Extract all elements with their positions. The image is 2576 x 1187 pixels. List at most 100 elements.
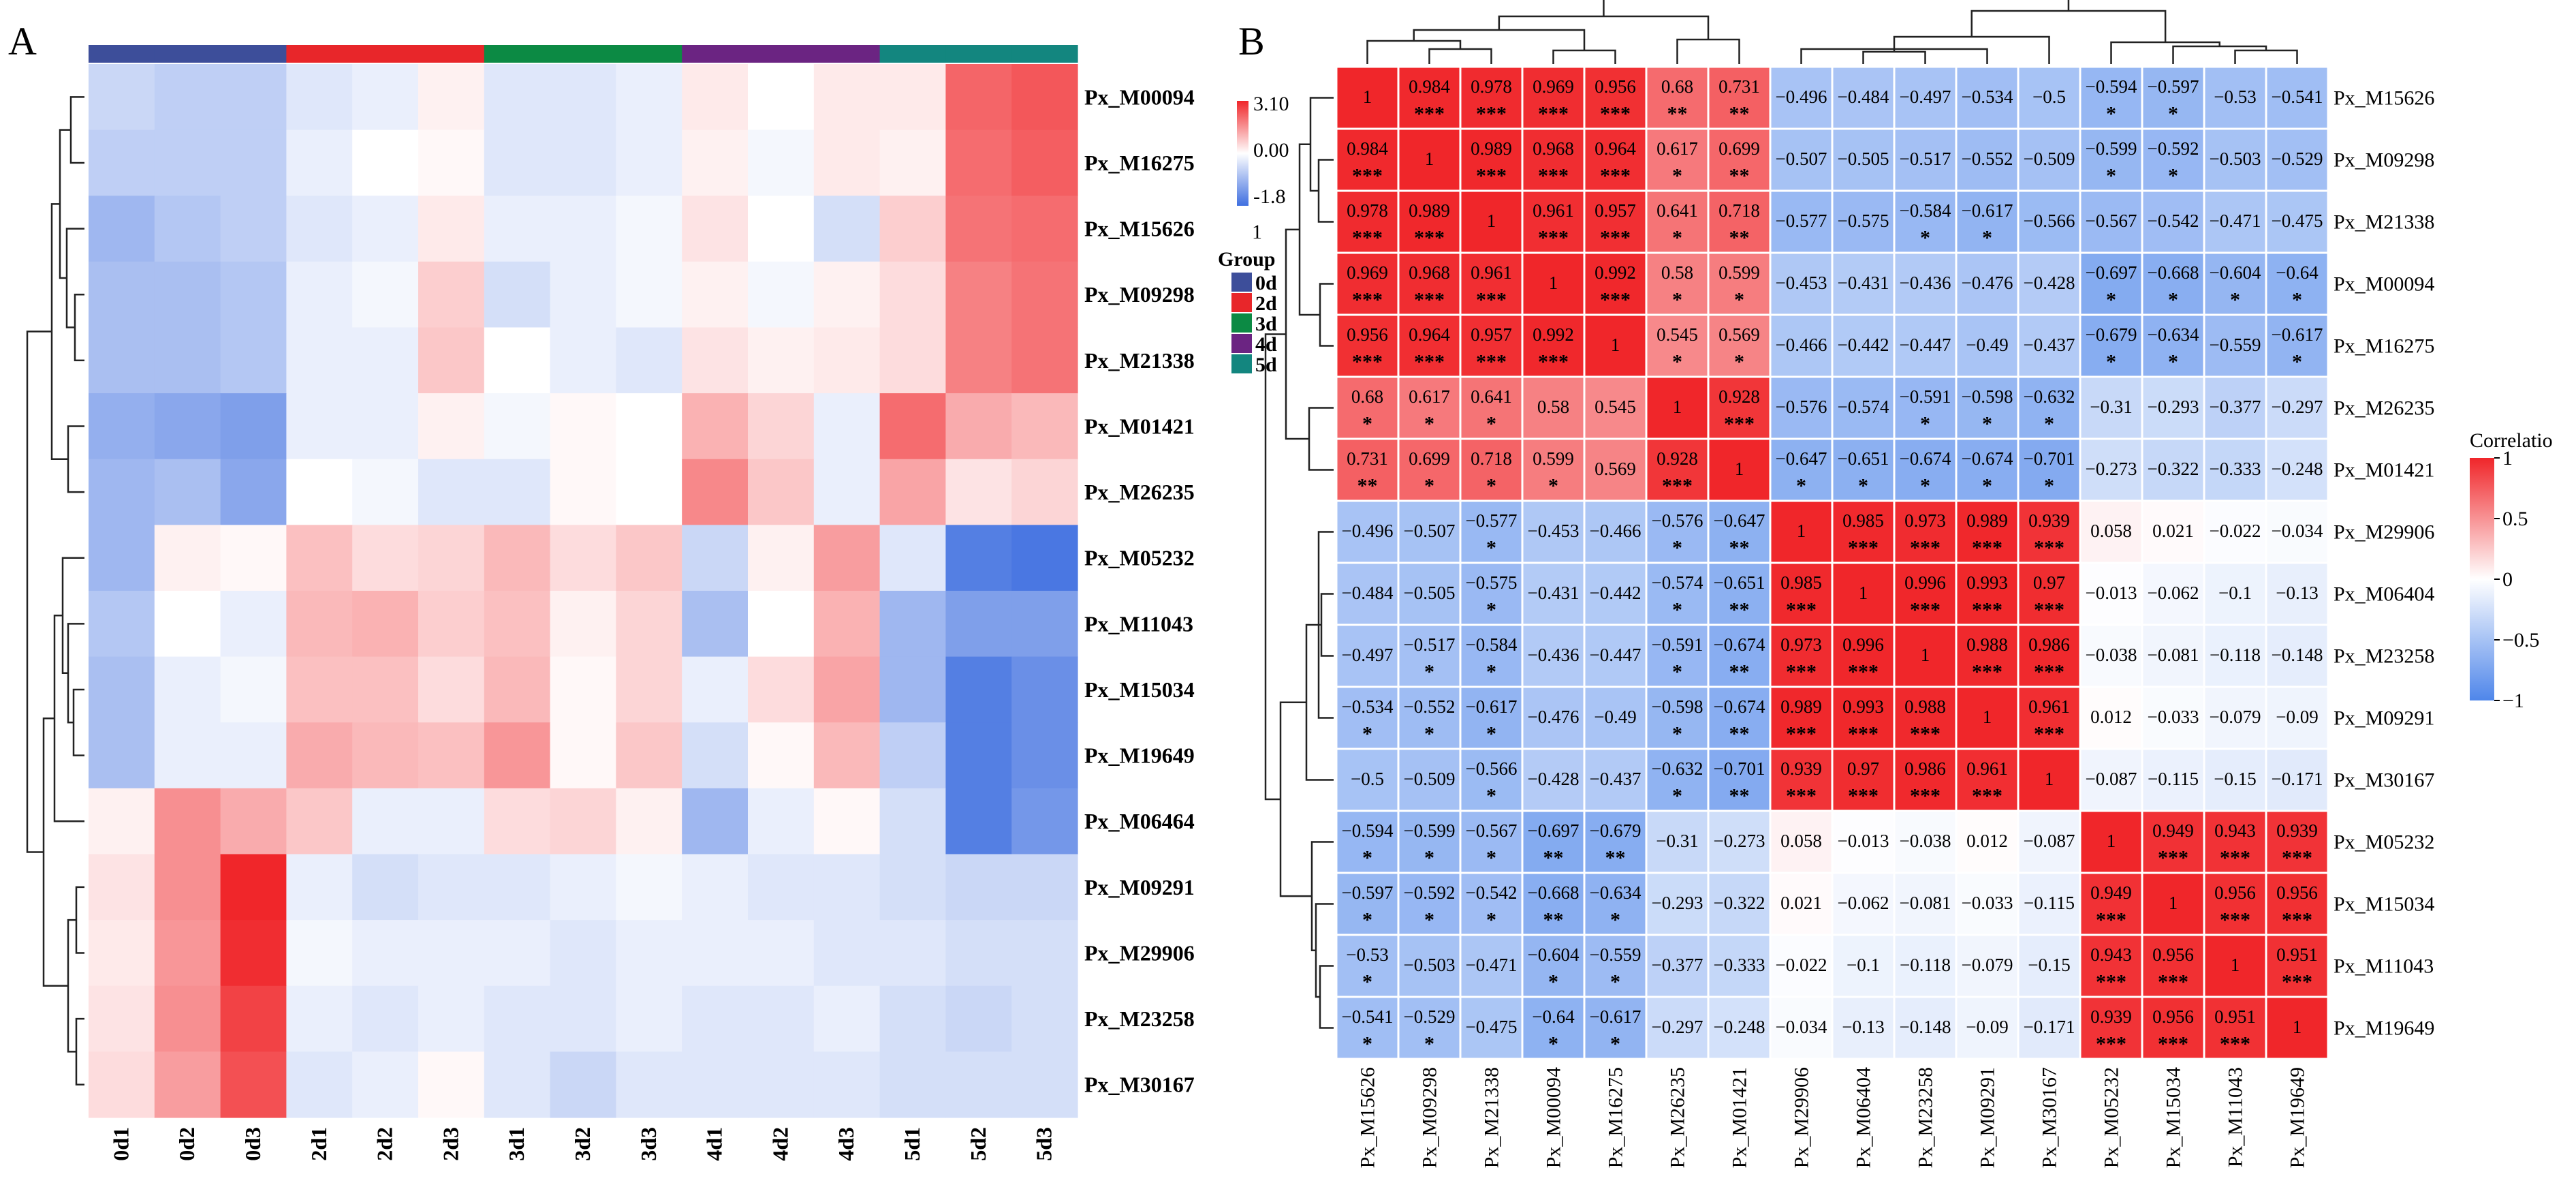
correlation-value: −0.567 (1466, 820, 1518, 841)
correlation-value: 0.569 (1718, 324, 1760, 345)
correlation-value: −0.575 (1466, 572, 1518, 593)
heatmap-a-cell (945, 393, 1012, 460)
column-label-a: 4d3 (834, 1127, 858, 1161)
correlation-value: −0.471 (2210, 211, 2261, 231)
significance-stars: *** (1476, 102, 1507, 125)
correlation-value: 0.943 (2214, 820, 2256, 841)
significance-stars: *** (1352, 226, 1383, 249)
correlation-value: −0.598 (1962, 386, 2013, 407)
heatmap-a-cell (154, 920, 221, 987)
correlation-value: 0.021 (2152, 521, 2194, 541)
heatmap-a-cell (945, 525, 1012, 591)
column-label-a: 5d1 (900, 1127, 924, 1161)
correlation-value: −0.022 (1776, 955, 1827, 975)
correlation-value: 0.968 (1533, 138, 1574, 159)
correlation-cell (1955, 251, 2020, 316)
heatmap-a-cell (879, 327, 946, 394)
correlation-value: 0.989 (1409, 200, 1450, 221)
heatmap-a-cell (286, 261, 353, 328)
heatmap-a-cell (352, 788, 419, 855)
heatmap-a-cell (813, 854, 881, 921)
heatmap-a-cell (89, 920, 155, 987)
correlation-value: 0.964 (1595, 138, 1636, 159)
heatmap-a-cell (616, 261, 682, 328)
significance-stars: * (1548, 970, 1558, 993)
heatmap-a-cell (879, 393, 946, 460)
correlation-cell (1831, 251, 1896, 316)
group-bar-cell (748, 45, 815, 63)
correlation-value: 0.986 (2028, 634, 2070, 655)
correlation-value: −0.505 (1404, 583, 1456, 603)
heatmap-a-cell (286, 722, 353, 789)
correlation-value: −0.634 (1590, 882, 1642, 903)
correlation-value: −0.013 (1838, 831, 1889, 851)
heatmap-a-cell (89, 1051, 155, 1118)
significance-stars: * (1486, 784, 1496, 807)
dendrogram-link (1320, 593, 1334, 657)
heatmap-a-cell (484, 196, 551, 262)
correlation-value: 0.961 (1966, 758, 2008, 779)
significance-stars: * (1424, 722, 1434, 745)
correlation-value: −0.597 (1342, 882, 1394, 903)
significance-stars: * (1920, 226, 1930, 249)
heatmap-a-cell (418, 1051, 485, 1118)
significance-stars: *** (2034, 598, 2064, 621)
correlation-value: −0.1 (1847, 955, 1880, 975)
correlation-cell (1335, 623, 1400, 688)
significance-stars: *** (2158, 846, 2188, 869)
heatmap-a-cell (682, 920, 749, 987)
column-label-b: Px_M19649 (2287, 1067, 2309, 1168)
heatmap-a-cell (154, 1051, 221, 1118)
correlation-value: 0.992 (1533, 324, 1574, 345)
heatmap-a-cell (813, 459, 881, 525)
column-label-a: 3d1 (504, 1127, 529, 1161)
row-label-a: Px_M09298 (1084, 282, 1195, 307)
heatmap-a-cell (1011, 854, 1078, 921)
heatmap-a-cell (682, 1051, 749, 1118)
significance-stars: * (1424, 660, 1434, 683)
row-label-a: Px_M05232 (1084, 546, 1195, 570)
heatmap-a-cell (813, 261, 881, 328)
heatmap-a-cell (418, 327, 485, 394)
correlation-cell (1831, 313, 1896, 378)
correlation-cell (2265, 499, 2329, 564)
heatmap-a-cell (1011, 327, 1078, 394)
correlation-cell (1521, 437, 1586, 502)
heatmap-a-cell (286, 525, 353, 591)
significance-stars: *** (1352, 350, 1383, 373)
row-label-b: Px_M30167 (2334, 769, 2434, 792)
significance-stars: *** (2220, 1032, 2250, 1055)
correlation-value: 0.989 (1966, 510, 2008, 531)
heatmap-a-cell (813, 129, 881, 196)
correlation-cell (1707, 747, 1772, 812)
heatmap-a-cell (550, 656, 616, 723)
correlation-value: 0.97 (1847, 758, 1879, 779)
correlation-value: 0.993 (1842, 696, 1884, 717)
correlation-value: −0.604 (1528, 944, 1580, 965)
column-label-a: 3d2 (570, 1127, 595, 1161)
heatmap-a-cell (550, 459, 616, 525)
significance-stars: * (2168, 102, 2178, 125)
significance-stars: * (2044, 412, 2054, 435)
correlation-value: −0.577 (1466, 510, 1518, 531)
heatmap-a-cell (748, 788, 815, 855)
heatmap-a-cell (484, 459, 551, 525)
correlation-cell (2141, 313, 2205, 378)
heatmap-a-cell (813, 591, 881, 658)
column-label-b: Px_M23258 (1915, 1067, 1937, 1168)
heatmap-a-cell (352, 985, 419, 1052)
heatmap-a-cell (484, 525, 551, 591)
heatmap-a-cell (154, 722, 221, 789)
heatmap-a-cell (352, 64, 419, 131)
correlation-value: −0.293 (1652, 893, 1703, 913)
significance-stars: * (2106, 164, 2116, 187)
heatmap-a-cell (286, 854, 353, 921)
column-label-a: 4d2 (768, 1127, 792, 1161)
row-label-a: Px_M15034 (1084, 677, 1195, 702)
correlation-value: −0.081 (2148, 645, 2199, 665)
heatmap-a-cell (748, 64, 815, 131)
heatmap-a-cell (748, 393, 815, 460)
heatmap-a-cell (154, 525, 221, 591)
significance-stars: * (1362, 1032, 1372, 1055)
heatmap-a-cell (879, 722, 946, 789)
